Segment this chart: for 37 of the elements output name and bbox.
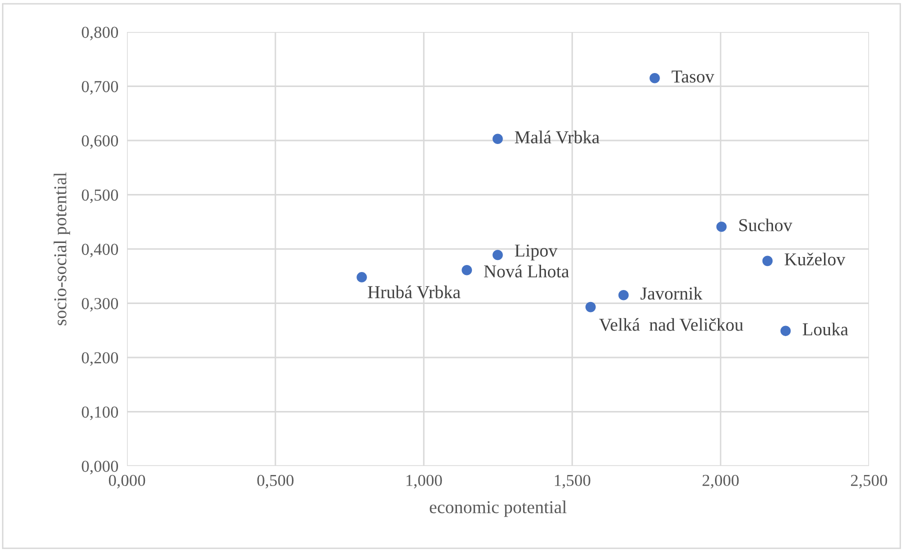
x-tick-label: 0,000 — [108, 474, 146, 488]
y-tick-label: 0,600 — [82, 135, 118, 149]
y-tick-label: 0,500 — [82, 189, 118, 204]
annotation: Lipov — [514, 244, 558, 260]
point — [462, 265, 472, 276]
x-tick-label: 2,000 — [702, 474, 739, 488]
point — [618, 290, 629, 300]
y-tick-label: 0,000 — [82, 460, 118, 474]
y-axis-title: socio-social potential — [54, 172, 70, 326]
annotation: Kuželov — [784, 252, 846, 266]
x-tick-label: 1,500 — [554, 474, 590, 488]
y-tick-label: 0,100 — [82, 406, 118, 420]
y-tick-label: 0,300 — [82, 298, 118, 312]
point — [650, 72, 660, 84]
point — [585, 302, 596, 312]
point — [356, 272, 367, 282]
y-tick-label: 0,200 — [82, 352, 118, 366]
x-axis-title: economic potential — [430, 500, 567, 517]
annotation: Tasov — [672, 70, 714, 83]
annotation: Louka — [802, 322, 848, 336]
x-tick-label: 2,500 — [850, 474, 888, 488]
annotation: Velká nad Veličkou — [599, 318, 744, 331]
x-tick-label: 1,000 — [406, 474, 442, 488]
y-tick-label: 0,400 — [82, 244, 118, 258]
point — [716, 222, 727, 232]
annotation: Nová Lhota — [484, 264, 569, 278]
annotation: Suchov — [739, 218, 792, 232]
annotation: Malá Vrbka — [514, 130, 600, 144]
annotation: Hrubá Vrbka — [368, 286, 460, 298]
y-tick-label: 0,800 — [82, 26, 118, 40]
point — [492, 134, 503, 144]
point — [762, 256, 773, 266]
y-tick-label: 0,700 — [82, 80, 118, 95]
point — [780, 326, 791, 336]
point — [492, 250, 503, 260]
annotation: Javornik — [640, 286, 702, 300]
x-tick-label: 0,500 — [257, 474, 294, 488]
